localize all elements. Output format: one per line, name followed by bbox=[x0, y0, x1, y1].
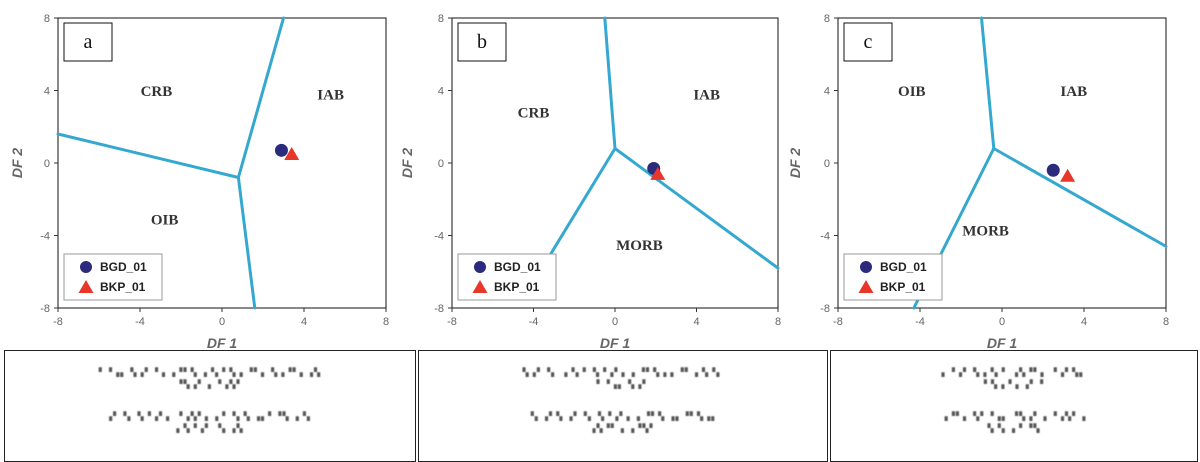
equation-line-df2-c-cont: ▚▝▖▗ ▘▝▚ bbox=[987, 424, 1041, 433]
field-label-iab-a: IAB bbox=[317, 88, 344, 104]
legend-label-bkp_01-b: BKP_01 bbox=[494, 280, 540, 294]
y-tick-label-c: -4 bbox=[820, 231, 830, 243]
legend-marker-bgd_01-c bbox=[860, 261, 872, 273]
x-axis-title-c: DF 1 bbox=[987, 335, 1018, 351]
y-tick-label-b: -4 bbox=[434, 231, 444, 243]
field-label-iab-b: IAB bbox=[693, 88, 720, 104]
legend-marker-bkp_01-a bbox=[78, 280, 94, 293]
field-label-morb-c: MORB bbox=[962, 224, 1009, 240]
field-boundary-line-a bbox=[236, 16, 285, 179]
x-tick-label-c: 8 bbox=[1163, 316, 1169, 328]
legend-label-bgd_01-b: BGD_01 bbox=[494, 260, 541, 274]
x-tick-label-c: -8 bbox=[833, 316, 843, 328]
equation-box-c: ▖▝▗▘ ▚▗▝▖▘ ▗▚▝▘▖ ▝▗▘▚▖ ▘▚▗▝ ▖▗▘▝ ▗▝▘▖ ▚▘… bbox=[830, 350, 1198, 462]
equation-line-df2-c: ▗▝▘▖ ▚▘▝▗▖ ▝▚▗▘ ▖▝▗▚▘▗ bbox=[941, 412, 1087, 421]
y-tick-label-c: 4 bbox=[824, 86, 830, 98]
field-label-crb-b: CRB bbox=[518, 106, 550, 122]
field-boundary-line-c bbox=[992, 147, 1168, 248]
equation-line-df1-b-cont: ▘▝▗▖ ▚▗▘ bbox=[596, 380, 650, 389]
equation-line-df2-a-cont: ▖▚▝▗▘ ▝▖▗▚ bbox=[176, 424, 244, 433]
x-tick-label-b: 4 bbox=[693, 316, 699, 328]
x-tick-label-b: -4 bbox=[529, 316, 539, 328]
legend-marker-bgd_01-b bbox=[474, 261, 486, 273]
y-tick-label-a: 0 bbox=[44, 158, 50, 170]
field-label-iab-c: IAB bbox=[1060, 84, 1087, 100]
equation-line-df2-a: ▗▘▝▖ ▚▝▗▘▖ ▝▗▚▘▖▗ ▘▝▖▚ ▗▖▘▝▚ ▗▝▖ bbox=[105, 412, 315, 421]
equation-line-df1-b: ▚▗▘▝▖ ▗▝▖▘ ▚▝▗▘▖▗ ▝▘▚▗ ▖▝▘▗ ▚▝▖ bbox=[522, 368, 724, 377]
field-label-morb-b: MORB bbox=[616, 238, 663, 254]
chart-panel-b: -8 -4 0 4 8 -8 -4 0 4 8 DF 1 DF 2 CRB IAB MORB b BGD_01 B… bbox=[399, 13, 781, 351]
y-tick-label-a: 4 bbox=[44, 86, 50, 98]
panel-label-box-b bbox=[457, 22, 507, 62]
y-axis-title-b: DF 2 bbox=[399, 148, 415, 179]
x-tick-label-c: 4 bbox=[1081, 316, 1087, 328]
panel-label-b: b bbox=[477, 31, 487, 53]
x-tick-label-a: -8 bbox=[53, 316, 63, 328]
data-point-bkp_01-a bbox=[284, 146, 300, 160]
legend-marker-bgd_01-a bbox=[80, 261, 92, 273]
x-tick-label-b: 0 bbox=[612, 316, 618, 328]
y-tick-label-a: -8 bbox=[40, 303, 50, 315]
field-boundary-line-a bbox=[56, 132, 240, 179]
x-tick-label-a: 4 bbox=[301, 316, 307, 328]
y-axis-title-a: DF 2 bbox=[9, 148, 25, 179]
equation-line-df2-b-cont: ▗▚▝▘ ▖▗▝▚▘ bbox=[589, 424, 657, 433]
x-tick-label-c: -4 bbox=[915, 316, 925, 328]
y-tick-label-b: 4 bbox=[438, 86, 444, 98]
panel-label-c: c bbox=[864, 31, 873, 53]
field-label-oib-a: OIB bbox=[151, 213, 179, 229]
legend-marker-bkp_01-c bbox=[858, 280, 874, 293]
x-tick-label-c: 0 bbox=[999, 316, 1005, 328]
panel-label-box-c bbox=[843, 22, 893, 62]
chart-panel-c: -8 -4 0 4 8 -8 -4 0 4 8 DF 1 DF 2 OIB IAB MORB c BGD_01 B… bbox=[787, 13, 1169, 351]
field-boundary-line-b bbox=[613, 147, 780, 270]
y-axis-title-c: DF 2 bbox=[787, 148, 803, 179]
y-tick-label-b: 8 bbox=[438, 13, 444, 25]
equation-box-b: ▚▗▘▝▖ ▗▝▖▘ ▚▝▗▘▖▗ ▝▘▚▗ ▖▝▘▗ ▚▝▖ ▘▝▗▖ ▚▗▘… bbox=[418, 350, 828, 462]
y-tick-label-a: 8 bbox=[44, 13, 50, 25]
x-tick-label-a: 8 bbox=[383, 316, 389, 328]
x-tick-label-a: 0 bbox=[219, 316, 225, 328]
field-label-oib-c: OIB bbox=[898, 84, 926, 100]
equation-box-a: ▘▝▗▖ ▚▗▘▝ ▖▗▝▘▚ ▗▝▖▘▚▗ ▝▘▖ ▚▗▝▘▖▗▚ ▝▚▗▘ … bbox=[4, 350, 416, 462]
legend-label-bgd_01-a: BGD_01 bbox=[100, 260, 147, 274]
data-point-bkp_01-c bbox=[1060, 168, 1076, 182]
equation-line-df1-c-cont: ▘▚▗▝ ▖▗▘▝ bbox=[983, 380, 1045, 389]
field-boundary-line-a bbox=[236, 176, 257, 310]
field-boundary-line-b bbox=[603, 16, 617, 150]
legend-label-bkp_01-c: BKP_01 bbox=[880, 280, 926, 294]
panel-label-box-a bbox=[63, 22, 113, 62]
equation-line-df1-c: ▖▝▗▘ ▚▗▝▖▘ ▗▚▝▘▖ ▝▗▘▚▖ bbox=[941, 368, 1087, 377]
y-tick-label-c: 0 bbox=[824, 158, 830, 170]
y-tick-label-c: -8 bbox=[820, 303, 830, 315]
legend-label-bkp_01-a: BKP_01 bbox=[100, 280, 146, 294]
data-point-bkp_01-b bbox=[650, 166, 666, 180]
legend-label-bgd_01-c: BGD_01 bbox=[880, 260, 927, 274]
y-tick-label-b: -8 bbox=[434, 303, 444, 315]
y-tick-label-c: 8 bbox=[824, 13, 830, 25]
y-tick-label-b: 0 bbox=[438, 158, 444, 170]
y-tick-label-a: -4 bbox=[40, 231, 50, 243]
equation-line-df1-a-cont: ▝▚▗▘ ▖▝▗▚▘ bbox=[176, 380, 244, 389]
x-axis-title-a: DF 1 bbox=[207, 335, 238, 351]
field-boundary-line-c bbox=[980, 16, 996, 150]
chart-panel-a: -8 -4 0 4 8 -8 -4 0 4 8 DF 1 DF 2 CRB IAB OIB a BGD_01 BK… bbox=[9, 13, 389, 351]
equation-line-df1-a: ▘▝▗▖ ▚▗▘▝ ▖▗▝▘▚ ▗▝▖▘▚▗ ▝▘▖ ▚▗▝▘▖▗▚ bbox=[98, 368, 322, 377]
x-axis-title-b: DF 1 bbox=[600, 335, 631, 351]
legend-marker-bkp_01-b bbox=[472, 280, 488, 293]
data-point-bgd_01-c bbox=[1046, 163, 1060, 177]
x-tick-label-a: -4 bbox=[135, 316, 145, 328]
equation-line-df2-b: ▝▖▗▘▚ ▗▘▝▖ ▚▝▗▘▖▗ ▝▘▚ ▗▖▝▘▚▗▖ bbox=[527, 412, 719, 421]
x-tick-label-b: -8 bbox=[447, 316, 457, 328]
x-tick-label-b: 8 bbox=[775, 316, 781, 328]
field-label-crb-a: CRB bbox=[141, 84, 173, 100]
data-point-bgd_01-a bbox=[274, 143, 288, 157]
panel-label-a: a bbox=[84, 31, 93, 53]
